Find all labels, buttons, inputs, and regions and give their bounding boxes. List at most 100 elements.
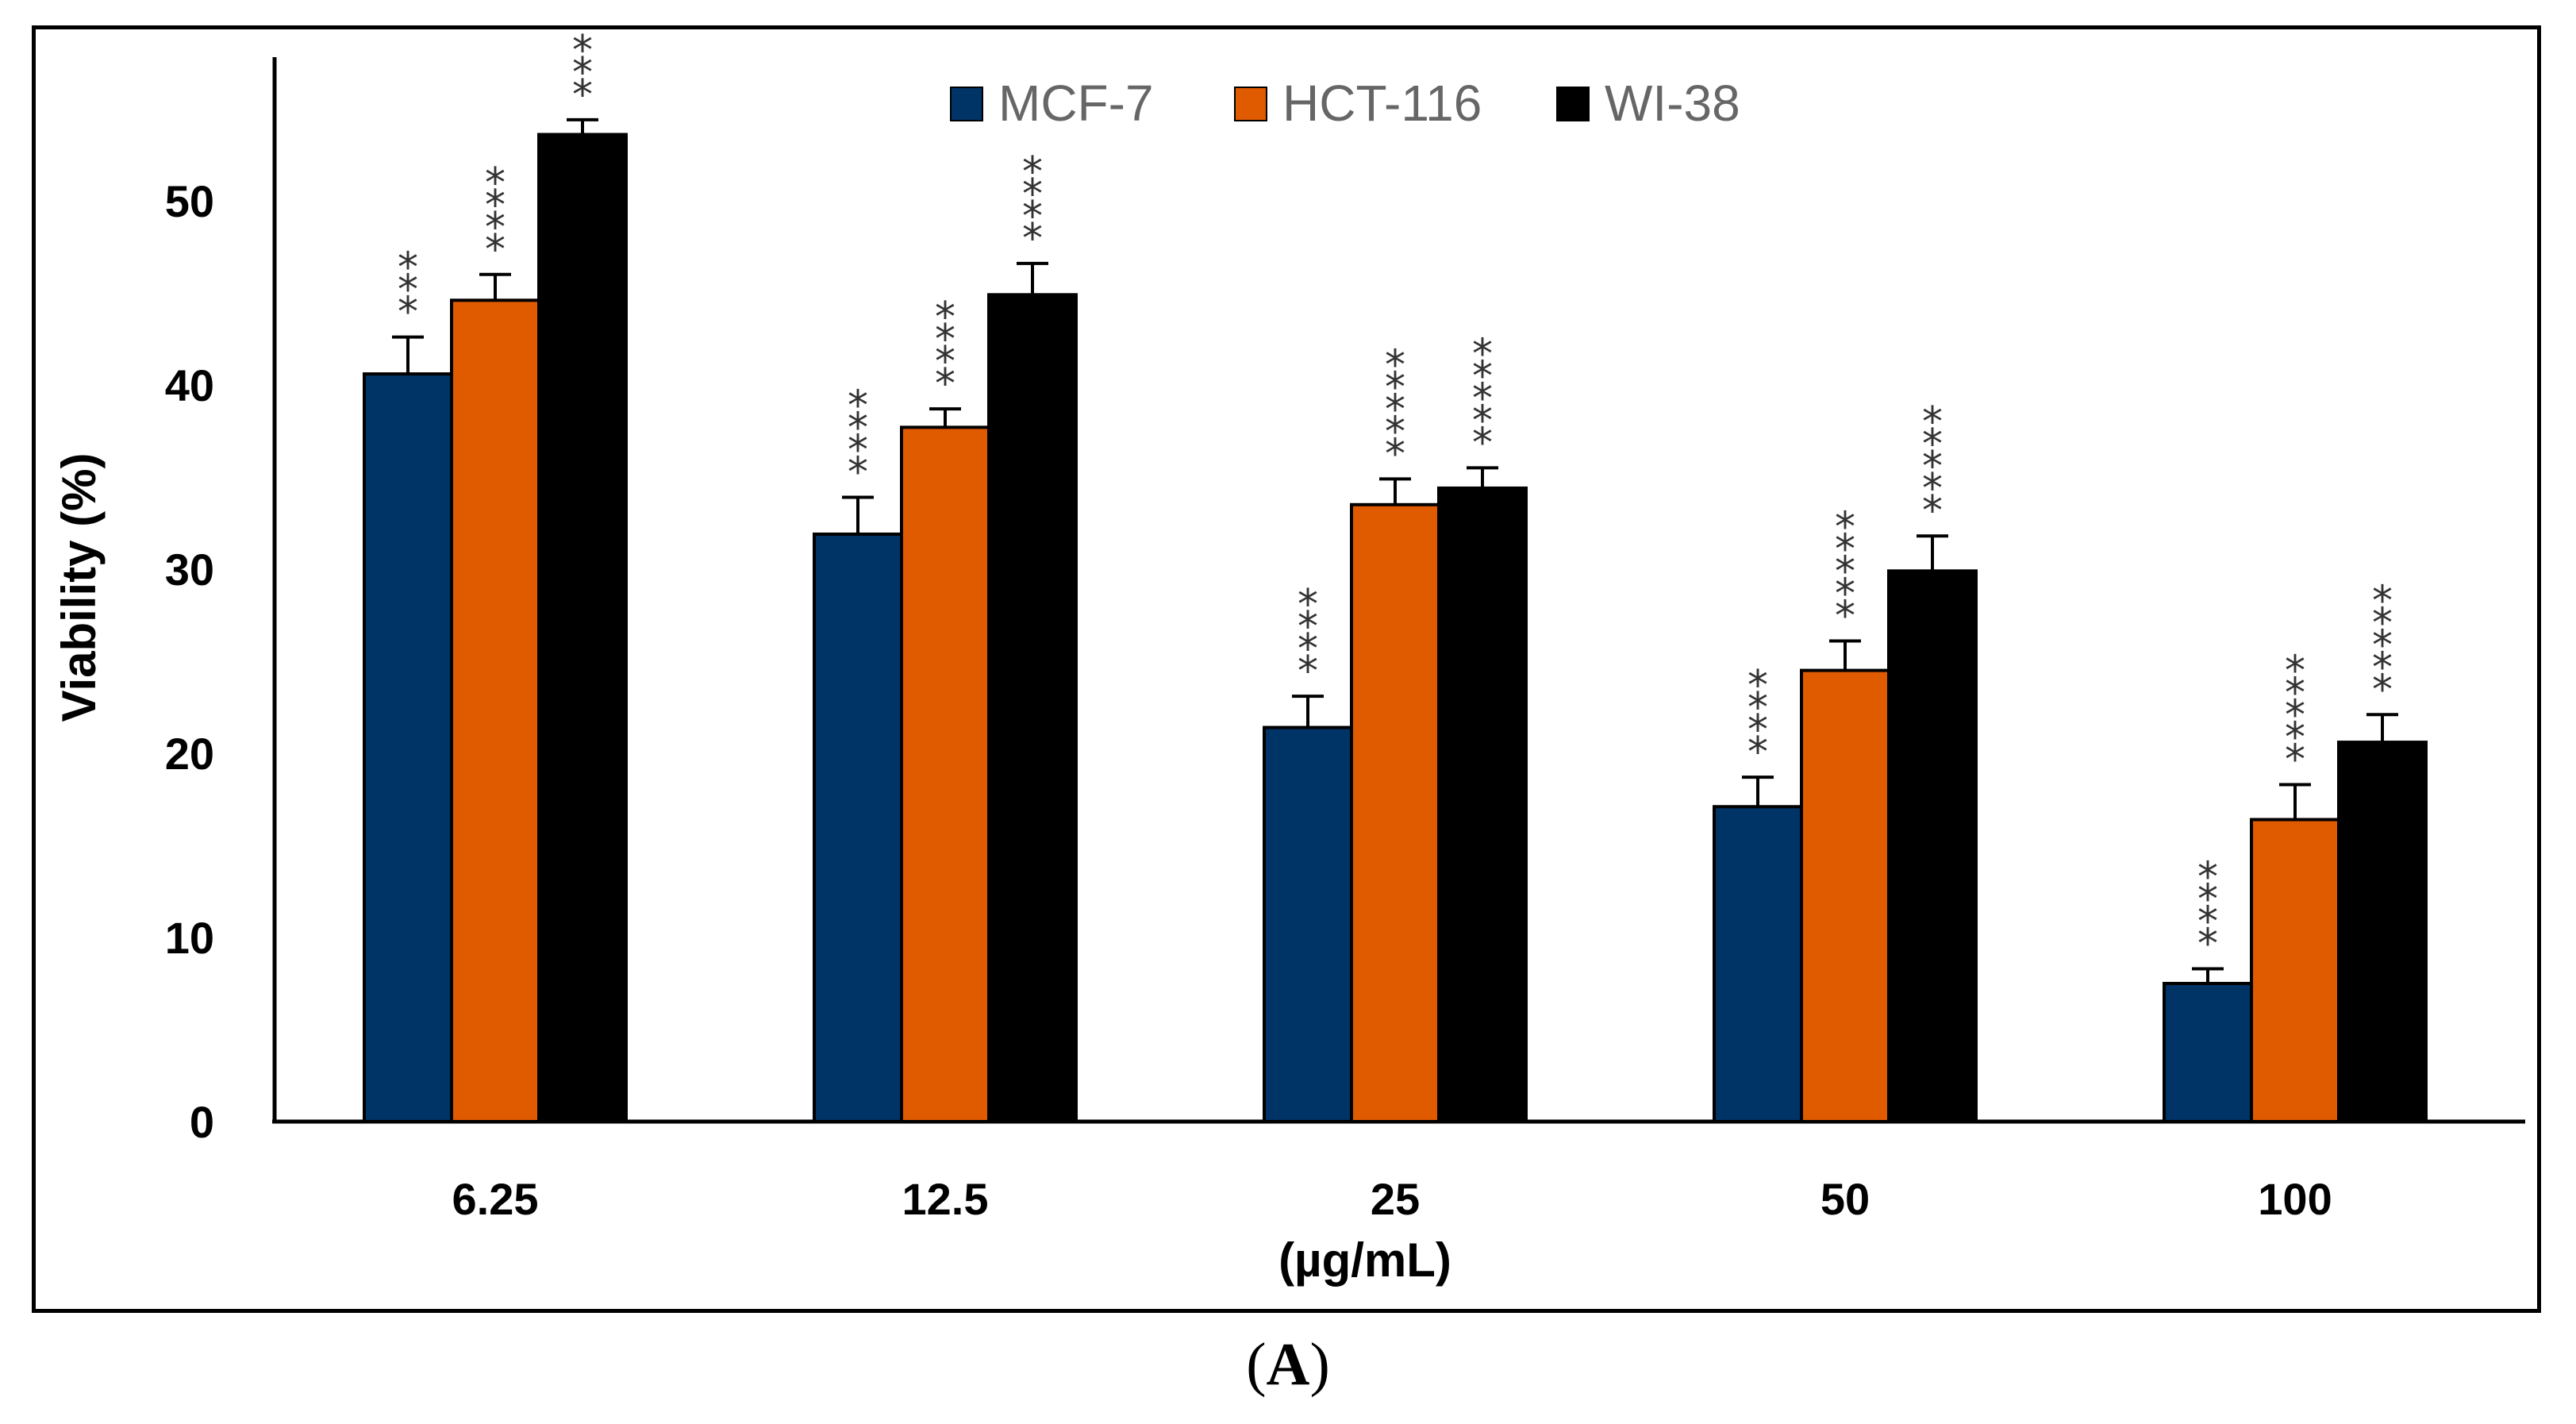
significance-star: * xyxy=(1922,465,1943,513)
chart-frame xyxy=(32,25,2541,1313)
significance-star: * xyxy=(1385,386,1405,433)
significance-star: * xyxy=(1472,375,1493,422)
bar-hct-116 xyxy=(1350,502,1440,1123)
significance-star: * xyxy=(2372,666,2393,714)
bars: ********** ********************** ********… xyxy=(363,27,2428,1124)
significance-star: * xyxy=(1747,729,1768,776)
x-tick-label: 25 xyxy=(1371,1174,1420,1224)
significance-star: * xyxy=(485,182,506,229)
significance-star: * xyxy=(1835,592,1855,640)
significance-star: * xyxy=(1298,648,1318,695)
significance-star: * xyxy=(1472,419,1493,467)
significance-star: * xyxy=(1922,487,1943,535)
bar-wi-38 xyxy=(537,133,628,1124)
bar-hct-116 xyxy=(900,425,990,1123)
significance-star: * xyxy=(572,49,593,97)
bar-mcf-7 xyxy=(2163,982,2253,1123)
significance-star: * xyxy=(1835,503,1855,551)
significance-star: * xyxy=(2372,644,2393,691)
significance-star: * xyxy=(1835,570,1855,618)
significance-star: * xyxy=(1922,443,1943,491)
y-tick-label: 10 xyxy=(165,913,214,963)
significance-star: * xyxy=(572,27,593,75)
y-tick-labels: 0 10 20 30 40 50 xyxy=(165,176,214,1147)
panel-label: (A) xyxy=(0,1330,2576,1399)
legend: MCF-7 HCT-116 WI-38 xyxy=(950,75,1740,132)
significance-star: * xyxy=(2372,599,2393,647)
significance-star: * xyxy=(1747,662,1768,710)
significance-star: * xyxy=(1298,603,1318,651)
y-tick-label: 0 xyxy=(190,1097,214,1147)
significance-star: * xyxy=(1022,171,1043,218)
y-tick-label: 40 xyxy=(165,360,214,410)
significance-star: * xyxy=(2197,898,2218,945)
significance-star: * xyxy=(1022,193,1043,241)
bar-hct-116 xyxy=(1800,668,1890,1123)
bar-mcf-7 xyxy=(813,532,903,1123)
x-tick-labels: 6.25 12.5 25 50 100 xyxy=(452,1174,2332,1224)
bar-wi-38 xyxy=(987,293,1078,1124)
significance-stars: ****** xyxy=(398,244,418,337)
significance-star: * xyxy=(1385,341,1405,389)
significance-star: * xyxy=(485,226,506,274)
legend-label-hct-116: HCT-116 xyxy=(1282,75,1482,132)
significance-stars: ******** xyxy=(848,383,868,497)
x-tick-label: 12.5 xyxy=(902,1174,989,1224)
significance-star: * xyxy=(1747,684,1768,732)
significance-stars: ********** xyxy=(1385,341,1405,478)
significance-star: * xyxy=(935,360,955,408)
legend-swatch-wi-38 xyxy=(1556,87,1590,121)
bar-mcf-7 xyxy=(1713,805,1803,1124)
panel-label-open: ( xyxy=(1246,1331,1267,1398)
bar-wi-38 xyxy=(1437,486,1528,1123)
x-axis-title: (µg/mL) xyxy=(1278,1233,1451,1287)
panel-label-close: ) xyxy=(1309,1331,1330,1398)
significance-stars: ******** xyxy=(485,160,506,274)
bar-hct-116 xyxy=(450,298,540,1123)
significance-star: * xyxy=(1385,408,1405,456)
legend-swatch-hct-116 xyxy=(1234,87,1267,121)
significance-star: * xyxy=(1298,625,1318,673)
x-tick-label: 50 xyxy=(1821,1174,1870,1224)
significance-star: * xyxy=(2285,669,2305,717)
significance-star: * xyxy=(572,71,593,119)
significance-star: * xyxy=(935,316,955,364)
significance-star: * xyxy=(2197,920,2218,968)
significance-star: * xyxy=(398,267,418,314)
significance-star: * xyxy=(1922,398,1943,446)
significance-stars: ******** xyxy=(1747,662,1768,776)
significance-star: * xyxy=(1298,581,1318,629)
significance-star: * xyxy=(1835,548,1855,595)
significance-stars: ********** xyxy=(2285,647,2305,783)
significance-star: * xyxy=(485,204,506,252)
significance-star: * xyxy=(2285,691,2305,739)
significance-star: * xyxy=(935,294,955,341)
significance-stars: ******** xyxy=(935,294,955,408)
significance-star: * xyxy=(848,383,868,430)
significance-star: * xyxy=(1835,525,1855,573)
significance-star: * xyxy=(1385,430,1405,478)
legend-label-mcf-7: MCF-7 xyxy=(998,75,1154,132)
significance-star: * xyxy=(398,289,418,337)
significance-star: * xyxy=(1472,352,1493,400)
significance-star: * xyxy=(2285,714,2305,761)
significance-star: * xyxy=(485,160,506,207)
x-tick-label: 100 xyxy=(2258,1174,2332,1224)
bar-hct-116 xyxy=(2250,818,2340,1124)
significance-star: * xyxy=(2197,876,2218,923)
significance-star: * xyxy=(848,405,868,452)
significance-stars: ********** xyxy=(1922,398,1943,535)
y-axis-title: Viability (%) xyxy=(52,453,106,722)
significance-star: * xyxy=(1747,706,1768,754)
significance-stars: ********** xyxy=(1472,330,1493,467)
significance-star: * xyxy=(1472,397,1493,445)
significance-star: * xyxy=(848,427,868,475)
bar-mcf-7 xyxy=(1263,725,1353,1124)
legend-label-wi-38: WI-38 xyxy=(1605,75,1740,132)
significance-star: * xyxy=(1022,215,1043,263)
significance-star: * xyxy=(1022,148,1043,196)
significance-star: * xyxy=(1385,364,1405,411)
significance-star: * xyxy=(2285,647,2305,695)
bar-wi-38 xyxy=(2337,741,2428,1124)
significance-star: * xyxy=(848,449,868,497)
